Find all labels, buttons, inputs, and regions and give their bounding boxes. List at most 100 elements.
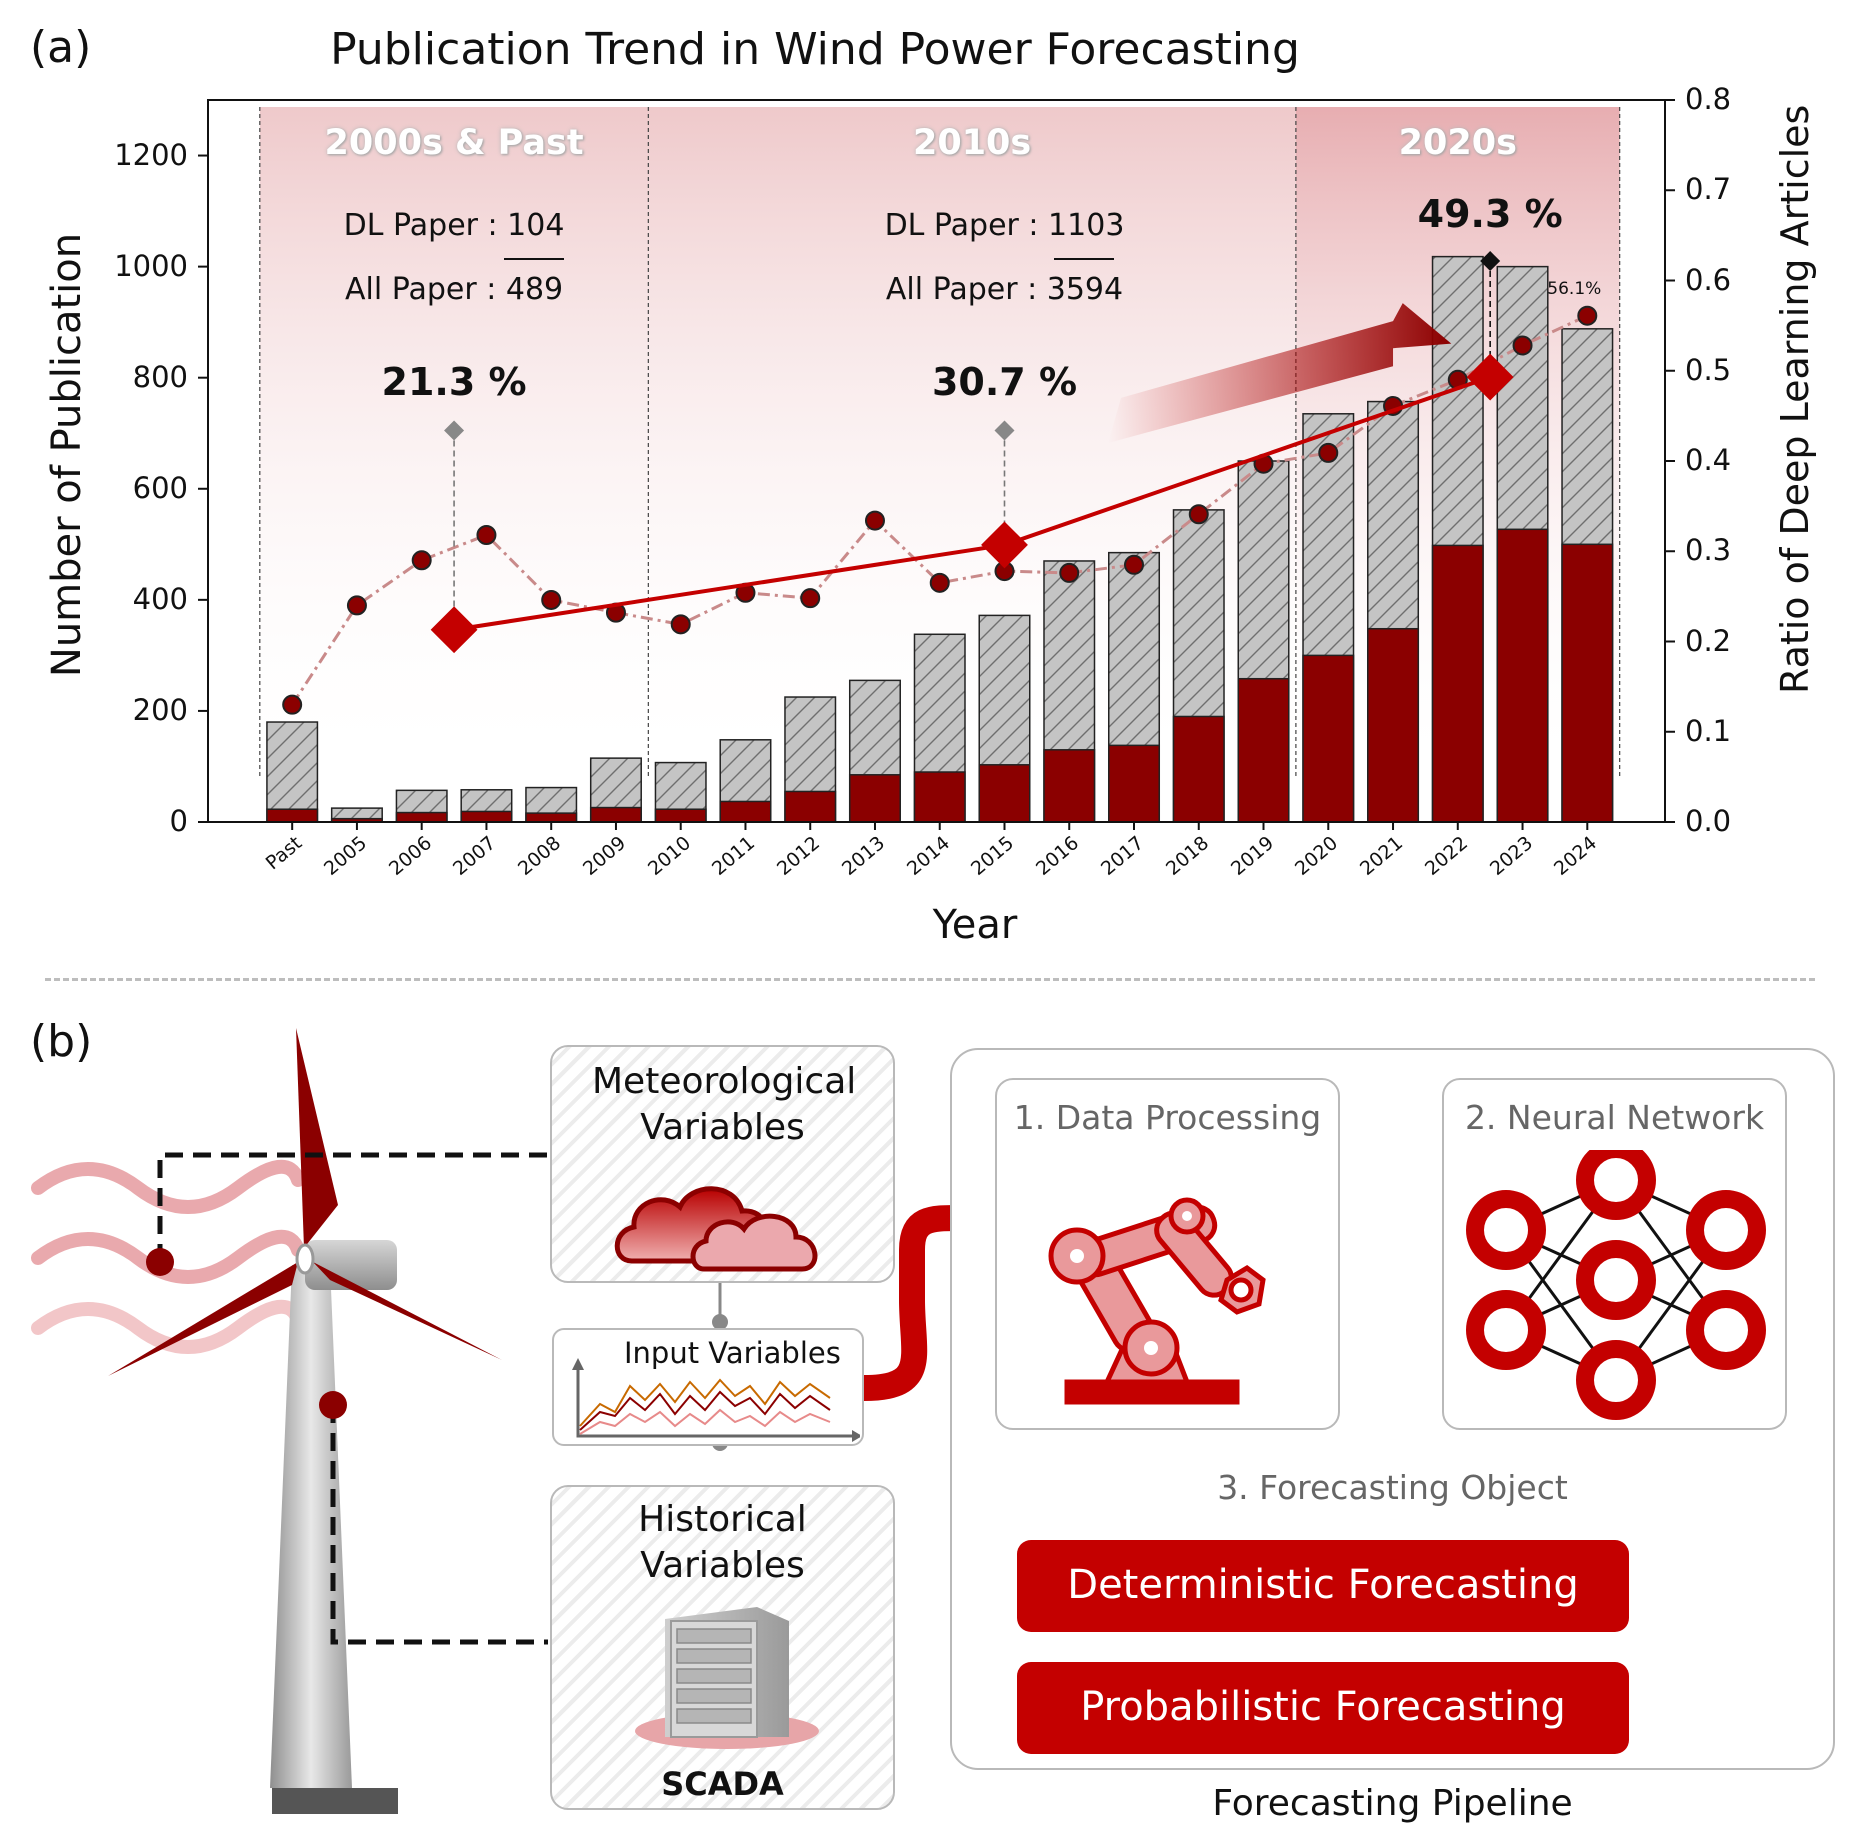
bar-dl-papers bbox=[913, 771, 966, 823]
left-tick-label: 800 bbox=[132, 359, 188, 394]
era-ratio-marker bbox=[1466, 353, 1514, 401]
right-tick-label: 0.1 bbox=[1685, 713, 1732, 748]
left-tick-label: 200 bbox=[132, 692, 188, 727]
meteorological-title: Meteorological Variables bbox=[592, 1061, 857, 1148]
bar-dl-papers bbox=[978, 764, 1031, 823]
era-dl-count: DL Paper : 104 bbox=[343, 208, 565, 243]
left-tick-label: 600 bbox=[132, 470, 188, 505]
forecasting-object-title: 3. Forecasting Object bbox=[1217, 1468, 1568, 1507]
panel-a-letter: (a) bbox=[30, 22, 92, 73]
ratio-point bbox=[800, 588, 821, 609]
era-label: 2010s bbox=[912, 123, 1032, 163]
ratio-point bbox=[1318, 442, 1339, 463]
bar-dl-papers bbox=[266, 808, 319, 823]
bar-dl-papers bbox=[1172, 715, 1225, 823]
last-point-label: 56.1% bbox=[1547, 279, 1602, 299]
ratio-point bbox=[282, 694, 303, 715]
bar-dl-papers bbox=[1561, 543, 1614, 823]
fraction-rule bbox=[1054, 258, 1115, 260]
meteorological-card: Meteorological Variables bbox=[550, 1045, 895, 1283]
left-tick-label: 1200 bbox=[114, 137, 188, 172]
probabilistic-forecasting-box: Probabilistic Forecasting bbox=[1017, 1662, 1629, 1754]
bar-dl-papers bbox=[1302, 654, 1355, 823]
era-percentage: 21.3 % bbox=[381, 360, 527, 404]
ratio-point bbox=[1188, 504, 1209, 525]
robot-arm-icon bbox=[1048, 1197, 1266, 1405]
right-tick-label: 0.3 bbox=[1685, 533, 1732, 568]
right-axis-label: Ratio of Deep Learning Articles bbox=[1773, 104, 1817, 694]
right-tick-label: 0.2 bbox=[1685, 623, 1732, 658]
input-variables-card: Input Variables bbox=[552, 1328, 864, 1446]
bar-dl-papers bbox=[654, 808, 707, 823]
fraction-rule bbox=[504, 258, 565, 260]
era-2020s-percentage: 49.3 % bbox=[1417, 192, 1563, 236]
data-processing-title: 1. Data Processing bbox=[1013, 1098, 1322, 1137]
wind-waves-icon bbox=[31, 1159, 305, 1354]
server-icon bbox=[635, 1607, 819, 1749]
era-all-count: All Paper : 3594 bbox=[885, 272, 1124, 307]
bar-dl-papers bbox=[525, 812, 578, 823]
right-tick-label: 0.5 bbox=[1685, 352, 1732, 387]
right-tick-label: 0.4 bbox=[1685, 443, 1732, 477]
right-tick-label: 0.6 bbox=[1685, 262, 1732, 297]
input-variables-title: Input Variables bbox=[624, 1336, 841, 1370]
historical-card: Historical Variables SCADA bbox=[550, 1485, 895, 1810]
era-ratio-marker bbox=[430, 606, 478, 654]
deterministic-forecasting-box: Deterministic Forecasting bbox=[1017, 1540, 1629, 1632]
bar-dl-papers bbox=[1237, 677, 1290, 823]
era-ratio-marker bbox=[981, 521, 1028, 569]
ratio-point bbox=[411, 550, 432, 571]
ratio-point bbox=[929, 572, 950, 593]
pipeline-caption: Forecasting Pipeline bbox=[1212, 1783, 1573, 1824]
x-axis-label: Year bbox=[932, 902, 1018, 948]
era-leader-marker bbox=[444, 420, 465, 441]
ratio-point bbox=[1124, 554, 1145, 575]
era-label: 2000s & Past bbox=[324, 123, 584, 163]
scada-label: SCADA bbox=[661, 1765, 784, 1803]
historical-title: Historical Variables bbox=[638, 1499, 807, 1586]
bar-dl-papers bbox=[1043, 749, 1096, 823]
ratio-point bbox=[346, 595, 367, 616]
neural-network-card: 2. Neural Network bbox=[1442, 1078, 1787, 1430]
bar-all-papers bbox=[266, 721, 319, 823]
right-tick-label: 0.7 bbox=[1685, 172, 1732, 207]
bar-dl-papers bbox=[589, 806, 642, 823]
neural-network-icon bbox=[1466, 1150, 1766, 1420]
left-tick-label: 0 bbox=[169, 804, 188, 838]
era-percentage: 30.7 % bbox=[931, 360, 1078, 404]
ratio-point bbox=[864, 510, 885, 531]
bar-dl-papers bbox=[1496, 528, 1549, 823]
era-all-count: All Paper : 489 bbox=[344, 272, 564, 307]
bar-dl-papers bbox=[784, 790, 837, 823]
era-leader-marker bbox=[994, 420, 1015, 441]
right-tick-label: 0.0 bbox=[1685, 804, 1732, 838]
cloud-icon bbox=[614, 1186, 818, 1272]
bar-dl-papers bbox=[719, 800, 772, 823]
left-axis-label: Number of Publication bbox=[44, 232, 90, 678]
ratio-point bbox=[1577, 305, 1598, 326]
bar-dl-papers bbox=[848, 774, 901, 823]
trend-arrow bbox=[1108, 303, 1452, 443]
left-tick-label: 1000 bbox=[114, 248, 188, 283]
ratio-point bbox=[541, 589, 562, 610]
ratio-point bbox=[1512, 335, 1533, 356]
ratio-point bbox=[1059, 562, 1080, 583]
chart-title: Publication Trend in Wind Power Forecast… bbox=[330, 24, 1300, 75]
era-label: 2020s bbox=[1398, 123, 1517, 163]
era-leader-marker bbox=[1480, 251, 1501, 272]
ratio-point bbox=[670, 614, 691, 635]
right-tick-label: 0.8 bbox=[1685, 82, 1732, 116]
section-divider bbox=[45, 978, 1815, 981]
data-processing-card: 1. Data Processing bbox=[995, 1078, 1340, 1430]
bar-dl-papers bbox=[1431, 544, 1484, 823]
time-series-icon bbox=[572, 1358, 860, 1442]
bar-dl-papers bbox=[460, 810, 513, 823]
era-dl-count: DL Paper : 1103 bbox=[884, 208, 1125, 243]
ratio-point bbox=[476, 525, 497, 546]
bar-dl-papers bbox=[1107, 744, 1161, 823]
wind-turbine-icon bbox=[108, 1028, 502, 1814]
left-tick-label: 400 bbox=[132, 581, 188, 616]
bar-dl-papers bbox=[1367, 627, 1420, 823]
bar-dl-papers bbox=[395, 811, 448, 823]
chart-area bbox=[198, 99, 1675, 830]
